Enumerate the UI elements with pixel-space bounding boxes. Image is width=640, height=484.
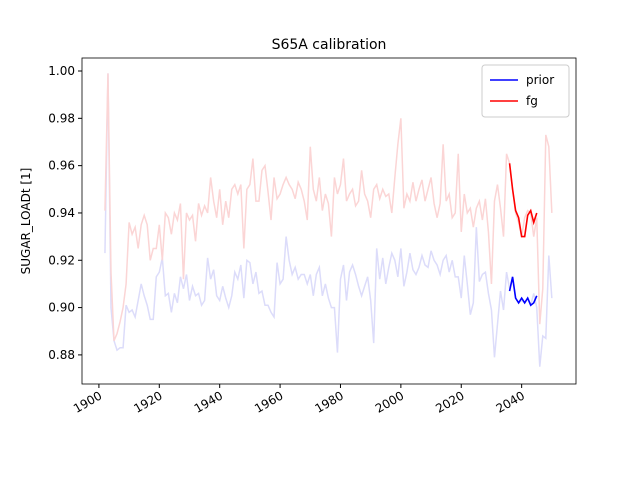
y-axis-label: SUGAR_LOADt [1] [19, 168, 33, 275]
y-tick-label: 0.98 [48, 111, 75, 125]
series-line [104, 73, 553, 367]
series-line [508, 163, 538, 238]
y-tick-label: 0.88 [48, 348, 75, 362]
legend-label: prior [526, 73, 554, 87]
y-tick-label: 0.90 [48, 301, 75, 315]
y-tick-label: 1.00 [48, 64, 75, 78]
series-line [104, 73, 553, 342]
series-line [508, 276, 538, 307]
y-tick-label: 0.94 [48, 206, 75, 220]
plot-frame [81, 57, 577, 385]
y-tick-label: 0.96 [48, 159, 75, 173]
y-tick-label: 0.92 [48, 253, 75, 267]
legend-box [481, 64, 570, 118]
legend-label: fg [526, 94, 538, 108]
chart-title: S65A calibration [272, 37, 387, 53]
